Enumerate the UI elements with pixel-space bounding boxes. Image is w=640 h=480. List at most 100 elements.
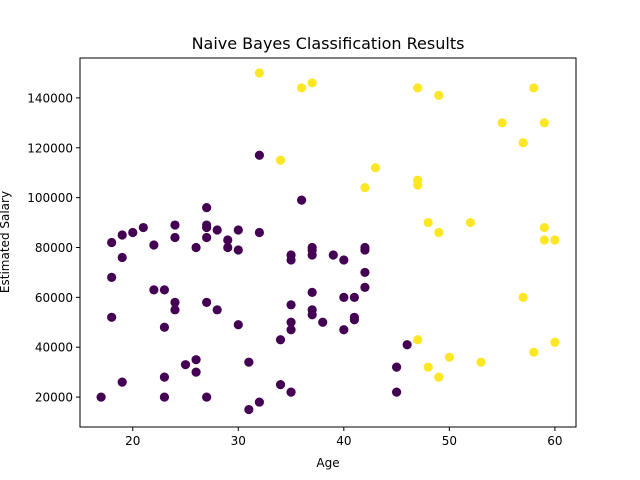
plot-area: [96, 68, 560, 415]
scatter-point-class-0: [244, 357, 254, 367]
scatter-point-class-0: [360, 282, 370, 292]
scatter-point-class-1: [497, 118, 507, 128]
scatter-point-class-1: [518, 138, 528, 148]
scatter-point-class-0: [275, 335, 286, 345]
scatter-point-class-0: [117, 252, 127, 263]
scatter-point-class-0: [202, 392, 212, 402]
plot-frame: [79, 57, 577, 428]
scatter-point-class-1: [550, 337, 560, 347]
x-axis-label: Age: [316, 456, 339, 470]
scatter-point-class-0: [391, 362, 402, 372]
scatter-point-class-0: [254, 150, 265, 160]
scatter-point-class-1: [275, 155, 286, 165]
scatter-point-class-0: [233, 225, 243, 235]
scatter-point-class-0: [191, 242, 201, 253]
scatter-point-class-0: [212, 225, 222, 235]
scatter-point-class-0: [286, 300, 296, 310]
scatter-point-class-1: [254, 68, 265, 78]
y-tick-label: 140000: [27, 91, 73, 105]
scatter-point-class-0: [318, 317, 328, 327]
scatter-point-class-0: [244, 404, 254, 415]
scatter-point-class-0: [339, 292, 349, 302]
scatter-point-class-0: [286, 317, 296, 327]
scatter-point-class-1: [539, 118, 549, 128]
scatter-point-class-0: [360, 245, 370, 255]
x-tick-label: 40: [336, 434, 351, 448]
scatter-point-class-1: [297, 83, 307, 93]
scatter-point-class-1: [413, 180, 423, 190]
y-tick-label: 40000: [35, 341, 73, 355]
scatter-point-class-0: [328, 250, 338, 260]
scatter-point-class-1: [539, 222, 549, 233]
scatter-point-class-0: [349, 315, 359, 325]
scatter-point-class-1: [434, 372, 444, 382]
y-axis: 20000 40000 60000 80000 100000 120000 140000: [27, 91, 80, 405]
x-tick-label: 50: [442, 434, 457, 448]
scatter-point-class-0: [107, 272, 117, 283]
y-tick-label: 120000: [27, 141, 73, 155]
scatter-point-class-0: [339, 255, 349, 265]
y-tick-label: 100000: [27, 191, 73, 205]
scatter-point-class-0: [275, 380, 286, 390]
scatter-point-class-0: [233, 245, 243, 255]
scatter-point-class-0: [107, 237, 117, 248]
scatter-point-class-0: [149, 285, 159, 295]
y-tick-label: 20000: [35, 391, 73, 405]
scatter-point-class-0: [223, 235, 233, 245]
scatter-point-class-0: [254, 397, 265, 407]
scatter-point-class-0: [170, 297, 180, 307]
scatter-point-class-0: [191, 355, 201, 365]
scatter-point-class-1: [423, 217, 433, 228]
x-tick-label: 60: [547, 434, 562, 448]
scatter-point-class-1: [529, 83, 539, 93]
scatter-point-class-1: [518, 292, 528, 302]
x-axis: 20 30 40 50 60: [125, 427, 563, 448]
scatter-point-class-0: [212, 305, 222, 315]
scatter-point-class-0: [339, 325, 349, 335]
y-tick-label: 60000: [35, 291, 73, 305]
scatter-point-class-0: [107, 312, 117, 322]
scatter-point-class-1: [413, 335, 423, 345]
scatter-point-class-1: [413, 83, 423, 93]
x-tick-label: 30: [231, 434, 246, 448]
scatter-point-class-0: [349, 292, 359, 302]
scatter-point-class-0: [202, 222, 212, 233]
scatter-point-class-1: [529, 347, 539, 357]
scatter-point-class-0: [117, 230, 127, 240]
scatter-point-class-0: [202, 202, 212, 213]
scatter-point-class-1: [476, 357, 486, 367]
x-tick-label: 20: [125, 434, 140, 448]
scatter-point-class-0: [360, 267, 370, 278]
scatter-point-class-0: [159, 392, 170, 402]
scatter-point-class-0: [149, 240, 159, 250]
scatter-point-class-1: [307, 78, 317, 88]
y-tick-label: 80000: [35, 241, 73, 255]
scatter-point-class-0: [202, 232, 212, 243]
scatter-point-class-0: [307, 287, 317, 297]
scatter-point-class-0: [286, 255, 296, 265]
scatter-point-class-0: [96, 392, 106, 402]
scatter-point-class-0: [286, 387, 296, 397]
scatter-point-class-0: [117, 377, 127, 387]
scatter-point-class-0: [170, 232, 180, 243]
scatter-point-class-0: [170, 305, 180, 315]
scatter-point-class-0: [297, 195, 307, 205]
scatter-point-class-1: [465, 217, 476, 228]
scatter-point-class-1: [360, 183, 370, 193]
scatter-point-class-0: [159, 372, 170, 382]
scatter-point-class-1: [370, 163, 381, 173]
scatter-point-class-0: [307, 250, 317, 260]
scatter-point-class-0: [159, 322, 170, 332]
scatter-point-class-0: [286, 325, 296, 335]
scatter-point-class-1: [423, 362, 433, 372]
scatter-point-class-0: [191, 367, 201, 377]
scatter-point-class-1: [550, 235, 560, 245]
scatter-point-class-0: [402, 340, 412, 350]
scatter-point-class-1: [539, 235, 549, 245]
scatter-point-class-0: [128, 227, 138, 238]
y-axis-label: Estimated Salary: [0, 191, 12, 293]
scatter-point-class-1: [434, 90, 444, 100]
scatter-point-class-0: [202, 297, 212, 307]
chart-title: Naive Bayes Classification Results: [192, 34, 465, 53]
